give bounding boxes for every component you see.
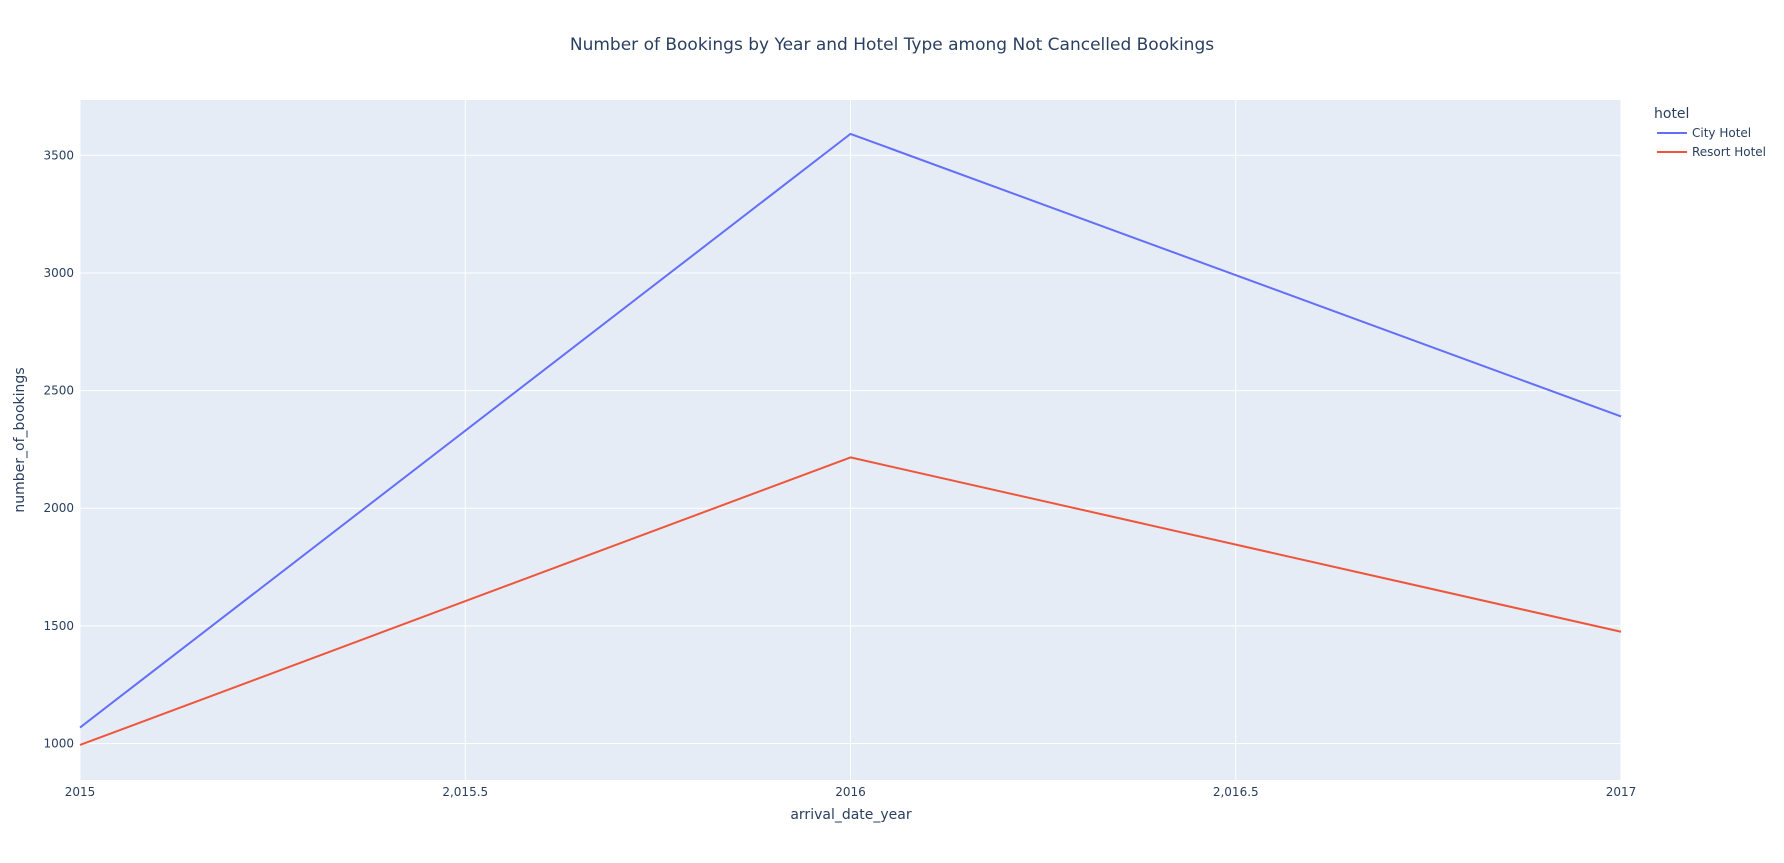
legend-label-city-hotel[interactable]: City Hotel <box>1692 126 1751 140</box>
x-tick-label: 2016 <box>835 785 866 799</box>
series-lines <box>79 132 1622 746</box>
series-line-resort-hotel <box>79 456 1622 746</box>
axis-ticks: 1000 1500 2000 2500 3000 3500 2015 2,015.5 2016 2… <box>43 148 1636 799</box>
x-axis-title: arrival_date_year <box>790 807 912 823</box>
series-line-city-hotel <box>79 132 1622 729</box>
y-tick-label: 1000 <box>43 737 74 751</box>
x-tick-label: 2,016.5 <box>1213 785 1259 799</box>
x-tick-label: 2,015.5 <box>442 785 488 799</box>
gridlines <box>79 100 1622 780</box>
x-tick-label: 2017 <box>1606 785 1637 799</box>
legend: hotel City Hotel Resort Hotel <box>1654 106 1766 159</box>
x-tick-label: 2015 <box>65 785 96 799</box>
y-tick-label: 2500 <box>43 384 74 398</box>
y-axis-title: number_of_bookings <box>12 367 28 512</box>
y-tick-label: 2000 <box>43 501 74 515</box>
legend-items: City Hotel Resort Hotel <box>1657 126 1766 159</box>
y-tick-label: 1500 <box>43 619 74 633</box>
legend-label-resort-hotel[interactable]: Resort Hotel <box>1692 145 1766 159</box>
y-tick-label: 3000 <box>43 266 74 280</box>
chart-title: Number of Bookings by Year and Hotel Typ… <box>570 35 1214 55</box>
y-tick-label: 3500 <box>43 148 74 162</box>
legend-title: hotel <box>1654 106 1689 122</box>
